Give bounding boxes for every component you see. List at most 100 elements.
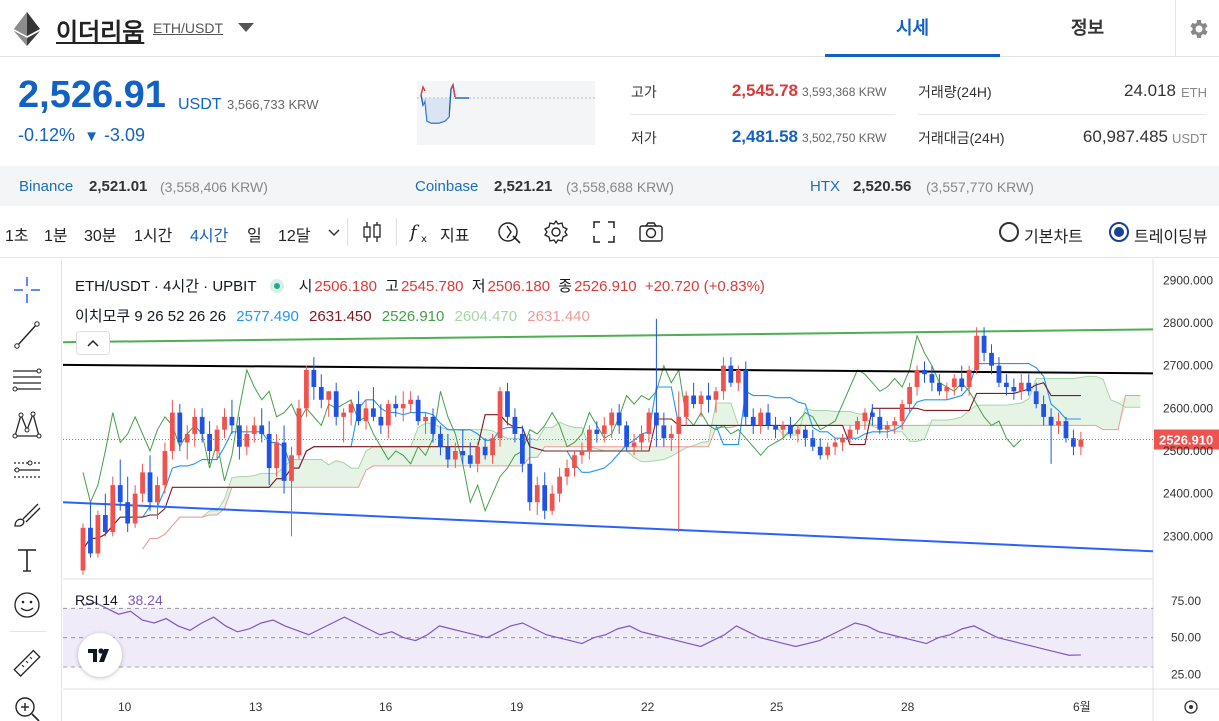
exchange-name-htx[interactable]: HTX [810, 178, 840, 195]
candle-body [214, 429, 220, 451]
text-icon[interactable] [12, 545, 42, 575]
candle-body [102, 515, 108, 533]
time-axis-label: 22 [641, 700, 655, 714]
candle-body [594, 429, 600, 434]
indicator-button[interactable]: 지표 [440, 228, 470, 245]
candle-body [348, 404, 354, 413]
candle-body [1026, 382, 1032, 392]
candle-body [80, 527, 86, 571]
candle-body [579, 451, 585, 456]
candle-body [914, 369, 920, 387]
pattern-icon[interactable] [12, 410, 42, 440]
candle-body [907, 387, 912, 405]
volume-unit: ETH [1181, 85, 1207, 100]
tradingview-logo[interactable] [78, 633, 122, 677]
candle-body [393, 404, 399, 409]
basic-chart-label[interactable]: 기본차트 [1024, 229, 1083, 246]
price-axis-label: 2300.000 [1163, 529, 1213, 543]
collapse-legend-button[interactable] [76, 331, 110, 355]
candle-body [169, 412, 175, 451]
tradingview-label[interactable]: 트레이딩뷰 [1134, 229, 1208, 246]
candle-body [654, 412, 659, 426]
candle-body [505, 391, 510, 417]
candle-style-icon[interactable] [359, 219, 385, 245]
candle-body [341, 412, 347, 417]
candle-body [333, 391, 339, 417]
exchange-name-coinbase[interactable]: Coinbase [415, 178, 479, 195]
ichimoku-value: 2631.440 [527, 308, 590, 325]
price-chart[interactable]: 2526.910 2900.000 2800.000 2700.000 2600.000… [63, 259, 1219, 721]
interval-1s[interactable]: 1초 [5, 228, 29, 245]
trend-line-icon[interactable] [12, 320, 42, 350]
camera-icon[interactable] [638, 219, 664, 245]
candle-body [222, 416, 227, 430]
fib-icon[interactable] [12, 365, 42, 395]
radio-basic-chart[interactable] [999, 222, 1019, 242]
candle-body [371, 408, 376, 417]
candle-body [802, 429, 808, 439]
candle-body [728, 365, 734, 383]
candle-body [1063, 421, 1069, 439]
ruler-icon[interactable] [12, 649, 42, 679]
function-icon[interactable]: f x [408, 219, 434, 245]
candle-body [691, 395, 697, 405]
divider [347, 218, 348, 246]
interval-30m[interactable]: 30분 [84, 228, 117, 245]
interval-4h[interactable]: 4시간 [190, 228, 229, 245]
candle-body [572, 455, 577, 469]
settings-icon[interactable] [543, 219, 569, 245]
candle-body [326, 391, 332, 400]
fullscreen-icon[interactable] [591, 219, 617, 245]
price-axis-label: 2700.000 [1163, 359, 1213, 373]
low-label: 저 [471, 278, 486, 295]
candle-body [587, 429, 592, 451]
chevron-down-icon[interactable] [238, 23, 254, 32]
candle-body [549, 493, 555, 511]
interval-12mo[interactable]: 12달 [278, 228, 311, 245]
down-arrow-icon: ▼ [84, 128, 99, 145]
replay-icon[interactable] [496, 219, 522, 245]
candle-body [721, 365, 726, 392]
tab-quote[interactable]: 시세 [825, 0, 1000, 57]
candle-body [132, 493, 138, 524]
rsi-axis-label: 75.00 [1171, 594, 1201, 608]
prediction-icon[interactable] [12, 455, 42, 485]
candle-body [564, 468, 570, 477]
candle-body [989, 352, 994, 366]
brush-icon[interactable] [12, 500, 42, 530]
time-axis-label: 10 [118, 700, 132, 714]
candle-body [959, 378, 965, 387]
candle-body [88, 527, 93, 554]
interval-1d[interactable]: 일 [247, 228, 262, 245]
chevron-down-icon[interactable] [328, 229, 340, 237]
candle-body [467, 455, 473, 464]
exchange-krw: (3,557,770 KRW) [926, 179, 1034, 195]
emoji-icon[interactable] [12, 590, 42, 620]
exchange-krw: (3,558,688 KRW) [566, 179, 674, 195]
crosshair-icon[interactable] [12, 275, 42, 305]
candle-body [199, 416, 205, 434]
interval-1m[interactable]: 1분 [44, 228, 68, 245]
candle-body [1004, 382, 1009, 387]
candle-body [415, 399, 421, 422]
price-axis-label: 2500.000 [1163, 444, 1213, 458]
interval-1h[interactable]: 1시간 [134, 228, 173, 245]
candle-body [363, 408, 369, 422]
symbol-label[interactable]: ETH/USDT · 4시간 · UPBIT [75, 278, 257, 295]
coin-pair[interactable]: ETH/USDT [153, 20, 223, 36]
zoom-in-icon[interactable] [12, 694, 42, 721]
tab-info[interactable]: 정보 [1070, 18, 1105, 38]
turnover-value: 60,987.485 [1082, 127, 1168, 146]
ichimoku-label[interactable]: 이치모쿠 9 26 52 26 26 [75, 308, 227, 325]
settings-button[interactable] [1175, 0, 1219, 57]
candle-body [1056, 421, 1061, 426]
rsi-label[interactable]: RSI 14 [75, 592, 118, 608]
close-value: 2526.910 [574, 278, 637, 295]
exchange-name-binance[interactable]: Binance [19, 178, 74, 195]
candle-body [244, 433, 250, 447]
time-axis-label: 16 [379, 700, 393, 714]
price-krw: 3,566,733 KRW [227, 97, 319, 112]
radio-tradingview[interactable] [1109, 222, 1129, 242]
coin-name[interactable]: 이더리움 [56, 19, 145, 46]
open-value: 2506.180 [314, 278, 377, 295]
